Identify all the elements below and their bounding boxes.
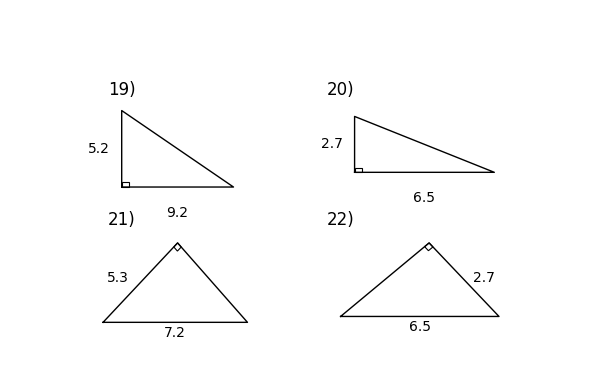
Polygon shape: [174, 243, 182, 251]
Text: 7.2: 7.2: [164, 326, 186, 340]
Text: 2.7: 2.7: [474, 271, 495, 285]
Text: 22): 22): [327, 210, 355, 228]
Text: 5.3: 5.3: [107, 271, 129, 285]
Polygon shape: [355, 168, 362, 172]
Text: 19): 19): [108, 81, 135, 99]
Text: 2.7: 2.7: [321, 138, 343, 151]
Text: 20): 20): [327, 81, 354, 99]
Text: 6.5: 6.5: [413, 191, 436, 206]
Text: 21): 21): [108, 210, 135, 228]
Text: 9.2: 9.2: [166, 206, 189, 220]
Text: 5.2: 5.2: [88, 142, 110, 156]
Text: 6.5: 6.5: [409, 320, 431, 334]
Polygon shape: [121, 182, 129, 187]
Polygon shape: [424, 243, 433, 251]
